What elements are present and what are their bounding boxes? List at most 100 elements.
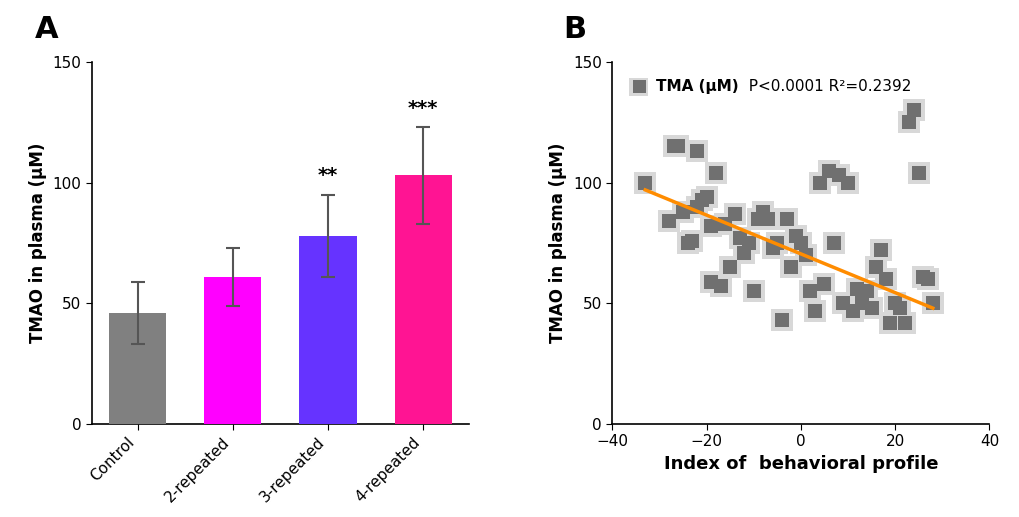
Point — [721, 263, 738, 271]
Point — [777, 215, 794, 223]
Point — [675, 207, 691, 216]
Point — [905, 106, 921, 114]
Point — [835, 299, 851, 308]
Point — [919, 275, 935, 283]
Point — [731, 234, 747, 242]
Point — [919, 275, 935, 283]
Point — [820, 166, 837, 175]
Point — [763, 244, 780, 252]
Point — [844, 307, 860, 315]
Point — [849, 285, 865, 293]
Point — [862, 304, 878, 312]
Point — [740, 239, 756, 247]
Point — [839, 178, 855, 187]
Point — [910, 169, 926, 177]
Point — [783, 263, 799, 271]
Point — [849, 285, 865, 293]
Point — [872, 246, 889, 254]
Point — [835, 299, 851, 308]
Text: A: A — [36, 15, 59, 44]
Point — [891, 304, 907, 312]
Point — [905, 106, 921, 114]
Point — [815, 280, 832, 288]
Point — [750, 215, 766, 223]
Point — [637, 178, 653, 187]
Point — [777, 215, 794, 223]
Point — [792, 239, 808, 247]
Point — [688, 203, 704, 211]
Point — [792, 239, 808, 247]
Point — [745, 287, 761, 295]
Bar — [204, 277, 261, 424]
Point — [679, 239, 695, 247]
Point — [669, 142, 686, 150]
Bar — [633, 80, 646, 93]
Point — [820, 166, 837, 175]
Point — [881, 318, 898, 327]
Point — [914, 272, 930, 281]
Point — [801, 287, 817, 295]
Point — [754, 207, 770, 216]
Point — [759, 215, 775, 223]
Point — [716, 220, 733, 228]
Point — [924, 299, 941, 308]
Point — [783, 263, 799, 271]
Point — [736, 249, 752, 257]
Point — [726, 210, 742, 218]
Point — [768, 239, 785, 247]
Point — [811, 178, 827, 187]
Point — [745, 287, 761, 295]
Point — [702, 222, 718, 230]
Point — [684, 236, 700, 245]
Point — [740, 239, 756, 247]
Bar — [109, 313, 166, 424]
Bar — [629, 78, 647, 96]
Point — [679, 239, 695, 247]
Text: TMA (μM): TMA (μM) — [655, 79, 738, 94]
Point — [664, 142, 681, 150]
Y-axis label: TMAO in plasma (μM): TMAO in plasma (μM) — [29, 143, 47, 343]
Point — [867, 263, 883, 271]
Point — [806, 307, 822, 315]
Point — [815, 280, 832, 288]
Point — [698, 193, 714, 201]
Point — [910, 169, 926, 177]
Point — [797, 251, 813, 259]
Point — [707, 169, 723, 177]
Point — [660, 217, 677, 225]
Point — [637, 178, 653, 187]
Point — [853, 299, 869, 308]
Point — [736, 249, 752, 257]
Point — [876, 275, 893, 283]
Point — [844, 307, 860, 315]
Point — [754, 207, 770, 216]
X-axis label: Index of  behavioral profile: Index of behavioral profile — [663, 455, 937, 473]
Text: B: B — [562, 15, 586, 44]
Point — [773, 316, 790, 324]
Point — [721, 263, 738, 271]
Point — [853, 299, 869, 308]
Point — [891, 304, 907, 312]
Text: ***: *** — [408, 99, 438, 117]
Point — [731, 234, 747, 242]
Point — [759, 215, 775, 223]
Point — [788, 232, 804, 240]
Point — [900, 118, 916, 127]
Point — [773, 316, 790, 324]
Point — [858, 287, 874, 295]
Point — [707, 169, 723, 177]
Point — [914, 272, 930, 281]
Point — [896, 318, 912, 327]
Point — [688, 147, 704, 156]
Point — [797, 251, 813, 259]
Point — [824, 239, 841, 247]
Point — [716, 220, 733, 228]
Text: **: ** — [318, 166, 337, 185]
Point — [811, 178, 827, 187]
Point — [887, 299, 903, 308]
Point — [693, 195, 709, 204]
Point — [896, 318, 912, 327]
Point — [660, 217, 677, 225]
Point — [839, 178, 855, 187]
Point — [829, 171, 846, 179]
